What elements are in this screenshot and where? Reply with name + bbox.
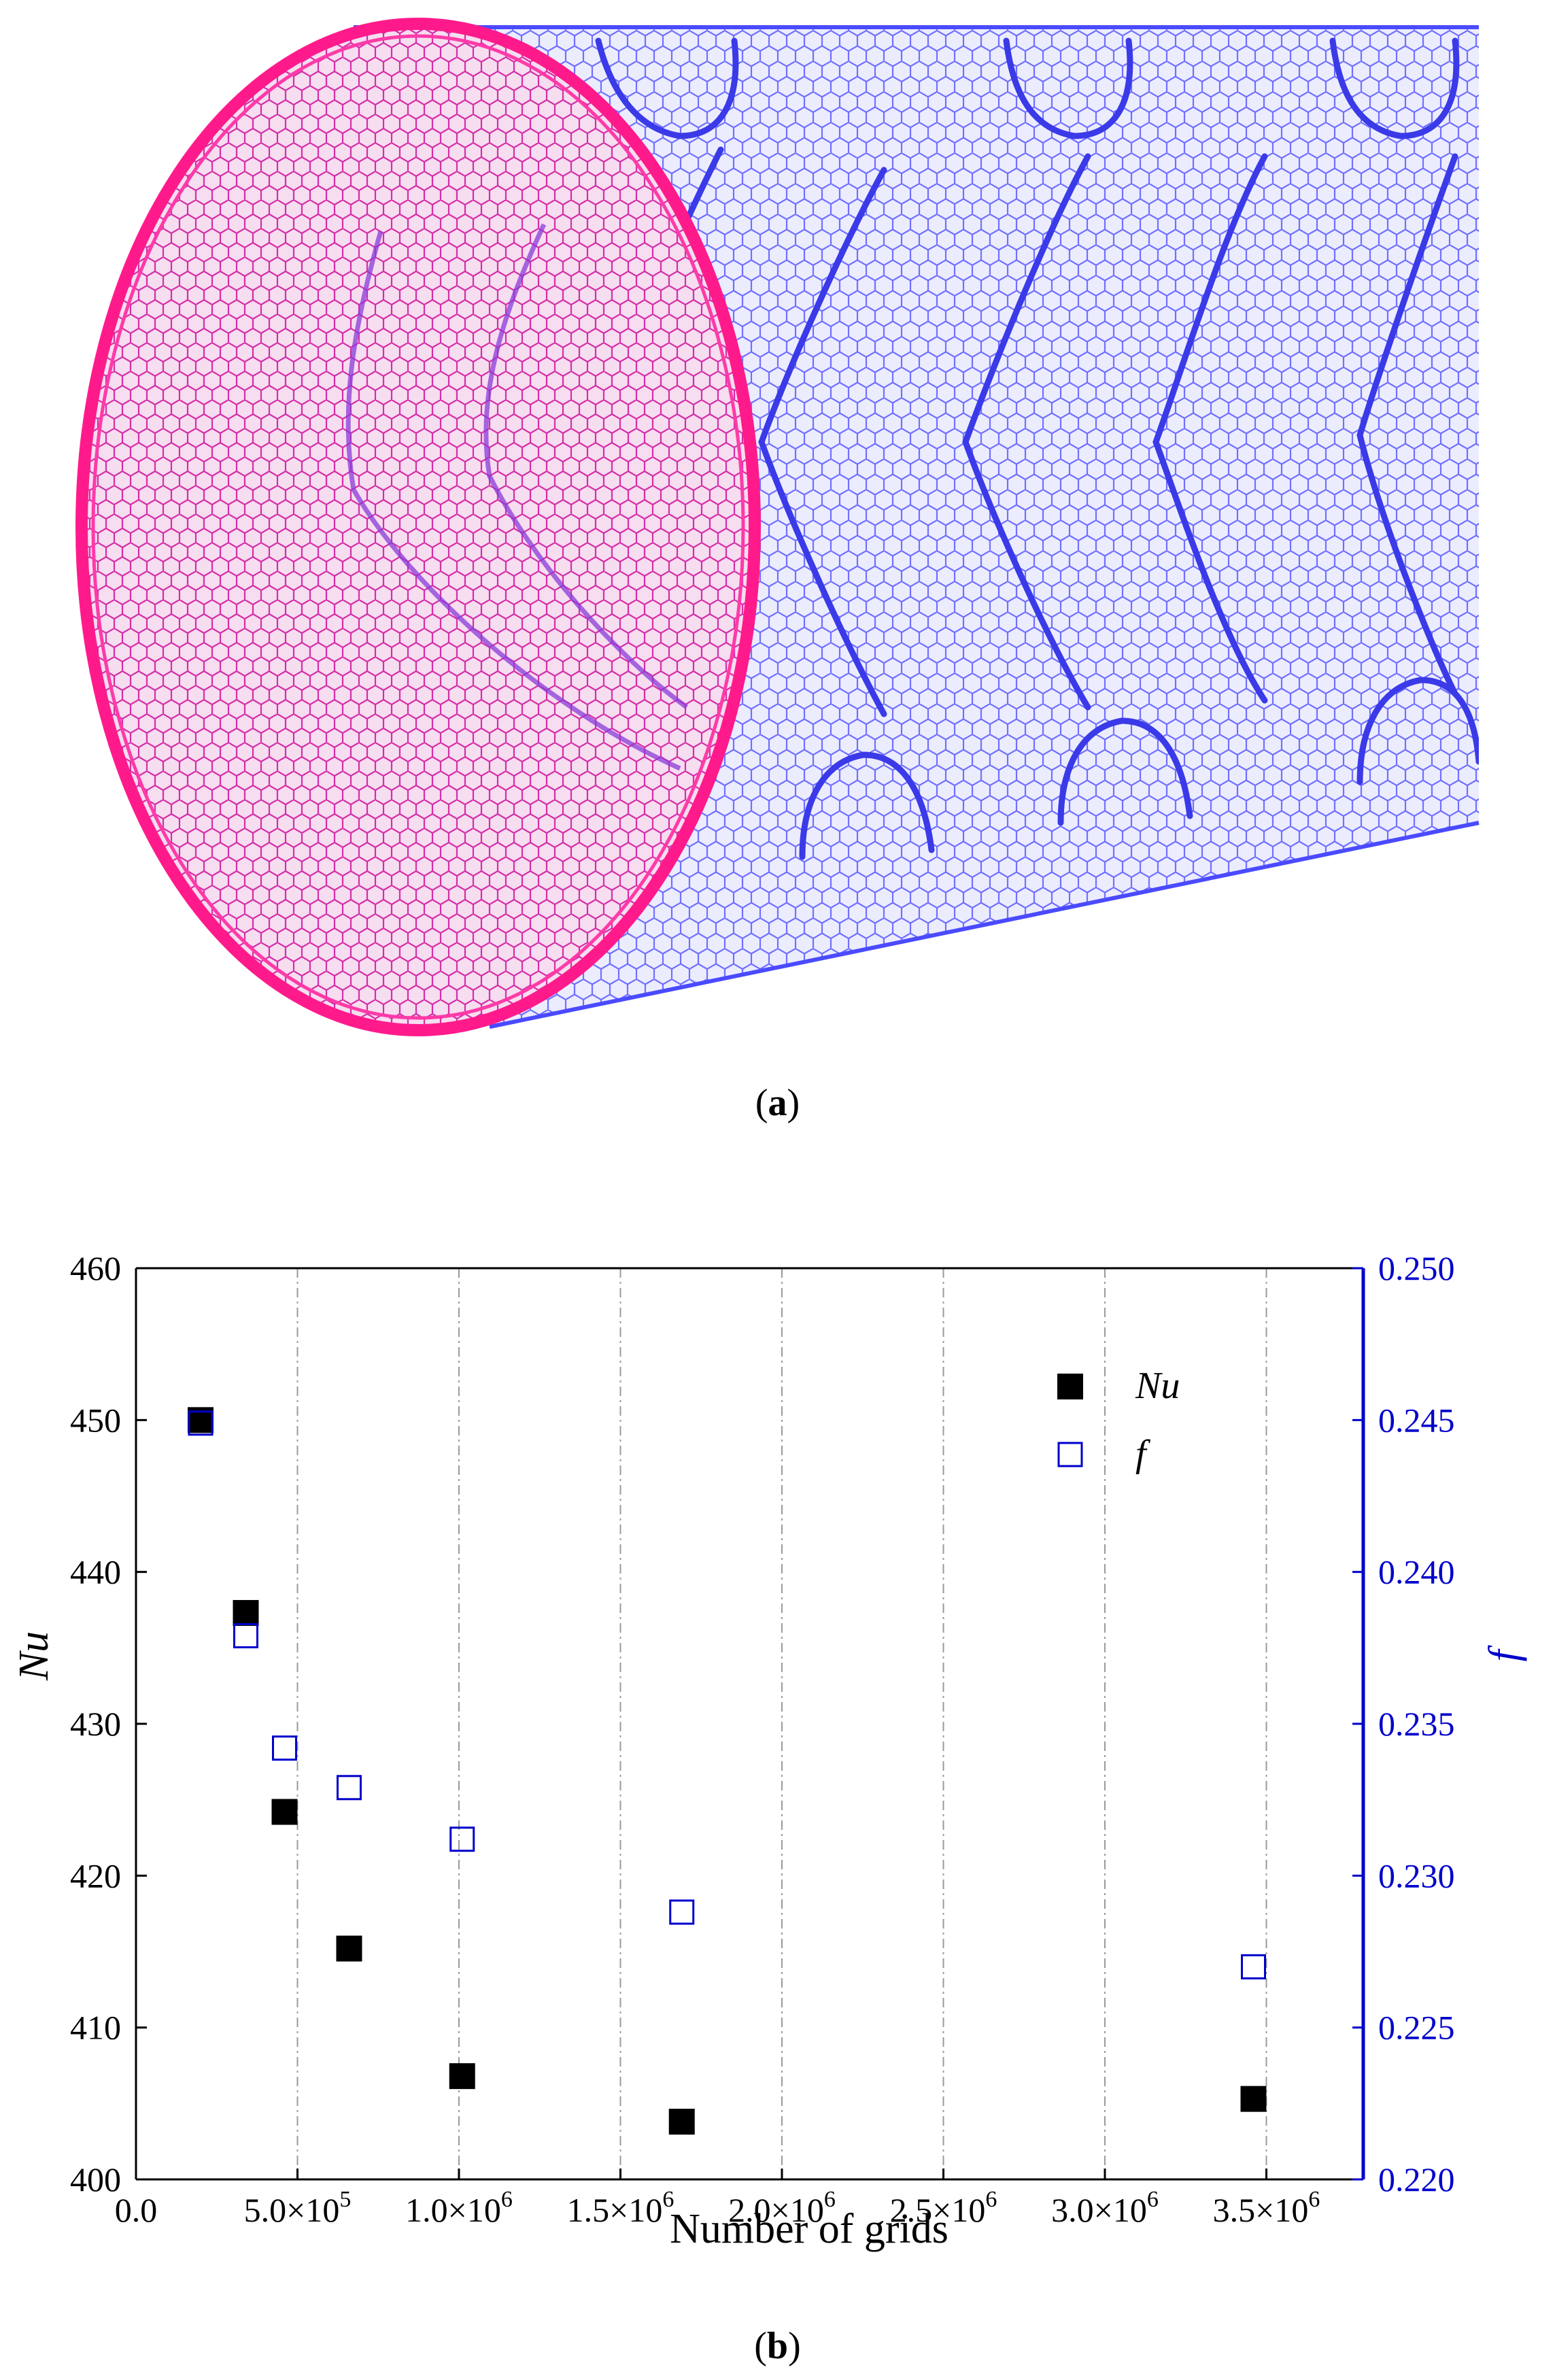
- x-tick-exponent-6: 6: [1147, 2187, 1159, 2212]
- f-point-4: [449, 1826, 475, 1852]
- legend-f-marker: [1057, 1442, 1083, 1467]
- right-y-tick-label-6: 0.250: [1378, 1249, 1455, 1287]
- x-tick-label-2: 1.0×106: [405, 2187, 513, 2229]
- right-y-axis-title: f: [1481, 1645, 1527, 1662]
- left-y-tick-label-0: 400: [70, 2160, 121, 2198]
- x-tick-label-4: 2.0×106: [728, 2187, 836, 2229]
- x-tick-exponent-5: 6: [985, 2187, 997, 2212]
- f-point-0: [188, 1410, 213, 1436]
- left-y-tick-label-1: 410: [70, 2009, 121, 2047]
- legend-nu-label: Nu: [1135, 1365, 1180, 1407]
- x-tick-label-1: 5.0×105: [244, 2187, 352, 2229]
- nu-point-4: [449, 2063, 475, 2090]
- x-tick-exponent-7: 6: [1308, 2187, 1320, 2212]
- left-y-tick-label-2: 420: [70, 1856, 121, 1894]
- right-y-axis-ticks: 0.220 0.225 0.230 0.235 0.240 0.245 0.250: [1352, 1249, 1455, 2198]
- f-point-6: [1241, 1954, 1266, 1979]
- x-tick-label-0: 0.0: [115, 2191, 158, 2229]
- x-axis-title: Number of grids: [670, 2206, 949, 2252]
- left-y-axis-ticks: 400 410 420 430 440 450 460: [70, 1249, 147, 2198]
- caption-a: (a): [755, 1082, 800, 1124]
- caption-b-letter: b: [766, 2325, 789, 2367]
- f-point-2: [272, 1735, 297, 1761]
- x-tick-label-3: 1.5×106: [567, 2187, 674, 2229]
- x-tick-exponent-2: 6: [501, 2187, 513, 2212]
- f-point-5: [669, 1899, 695, 1925]
- left-y-axis-title: Nu: [11, 1631, 57, 1681]
- x-tick-label-7: 3.5×106: [1213, 2187, 1320, 2229]
- legend: Nu f: [1057, 1365, 1180, 1475]
- legend-f-label: f: [1135, 1433, 1151, 1475]
- mesh-illustration: [75, 18, 1480, 1036]
- right-y-tick-label-5: 0.245: [1378, 1401, 1455, 1439]
- left-y-tick-label-6: 460: [70, 1249, 121, 1287]
- nu-point-3: [336, 1935, 362, 1962]
- caption-a-letter: a: [768, 1082, 787, 1124]
- x-tick-label-5: 2.5×106: [890, 2187, 997, 2229]
- x-tick-exponent-4: 6: [824, 2187, 836, 2212]
- legend-nu-marker: [1057, 1374, 1083, 1399]
- x-tick-label-6: 3.0×106: [1051, 2187, 1159, 2229]
- right-y-tick-label-0: 0.220: [1378, 2160, 1455, 2198]
- circular-inlet-face: [75, 18, 761, 1036]
- f-point-3: [337, 1775, 362, 1801]
- f-point-1: [233, 1622, 258, 1648]
- right-y-tick-label-1: 0.225: [1378, 2009, 1455, 2047]
- right-y-tick-label-4: 0.240: [1378, 1553, 1455, 1591]
- caption-b: (b): [754, 2325, 801, 2367]
- data-points: [188, 1407, 1267, 2135]
- nu-point-6: [1240, 2086, 1267, 2112]
- vertical-grid-lines: [296, 1268, 1267, 2179]
- nu-point-2: [271, 1799, 298, 1825]
- right-y-tick-label-3: 0.235: [1378, 1705, 1455, 1743]
- nu-point-5: [668, 2109, 695, 2135]
- left-y-tick-label-3: 430: [70, 1705, 121, 1743]
- left-y-tick-label-4: 440: [70, 1553, 121, 1591]
- grid-independence-chart: 0.0 5.0×105 1.0×106 1.5×106 2.0×106 2.5×106 3.…: [11, 1249, 1527, 2252]
- left-y-tick-label-5: 450: [70, 1401, 121, 1439]
- x-axis-ticks: 0.0 5.0×105 1.0×106 1.5×106 2.0×106 2.5×106 3.…: [115, 2169, 1320, 2229]
- x-tick-exponent-3: 6: [662, 2187, 674, 2212]
- nu-point-1: [233, 1599, 259, 1626]
- x-tick-exponent-1: 5: [339, 2187, 351, 2212]
- right-y-tick-label-2: 0.230: [1378, 1856, 1455, 1894]
